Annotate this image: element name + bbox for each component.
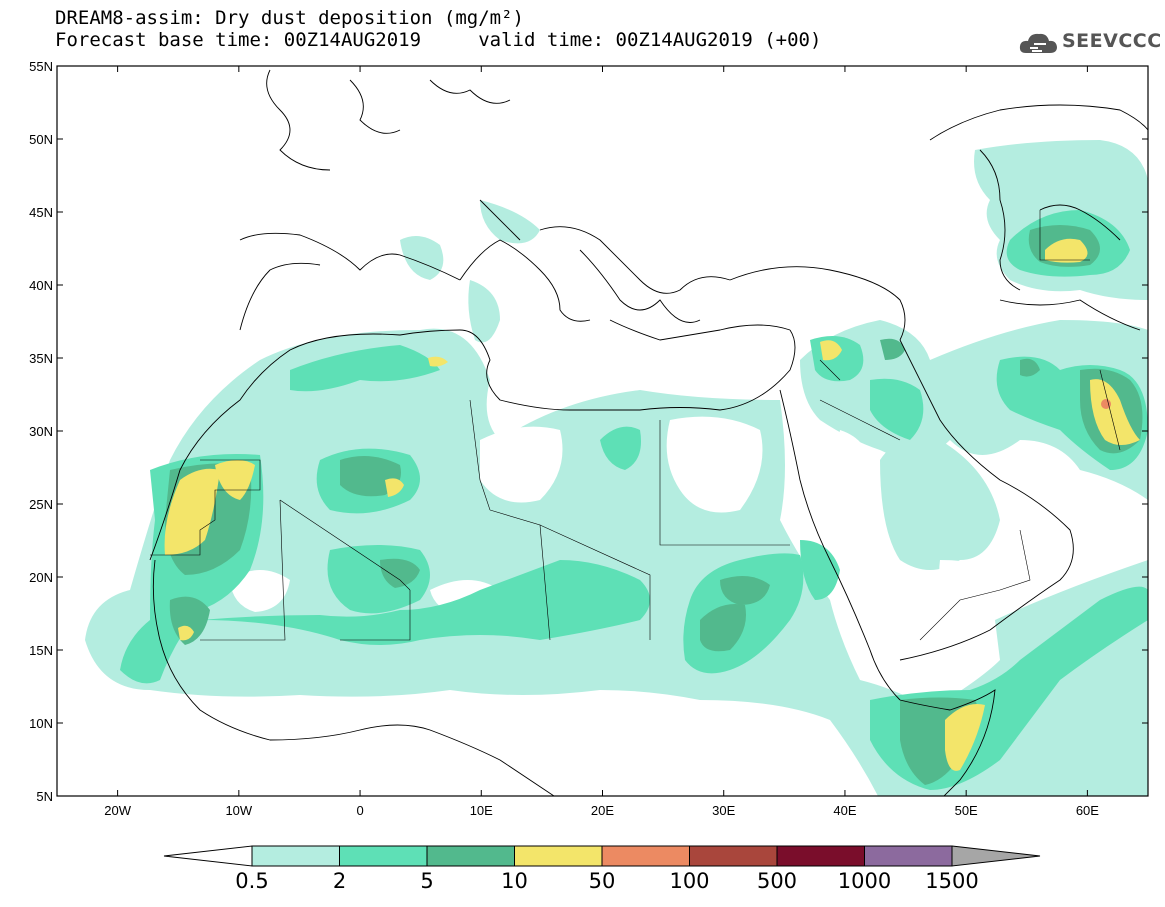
lat-label-10N: 10N <box>29 716 53 731</box>
lon-label-50E: 50E <box>955 803 978 818</box>
legend-cell <box>689 845 778 867</box>
lat-label-20N: 20N <box>29 570 53 585</box>
legend-label-100: 100 <box>669 869 709 893</box>
legend-labels: 0.5 2 5 10 50 100 500 1000 1500 <box>235 869 978 893</box>
map-subtitle-forecast-times: Forecast base time: 00Z14AUG2019 valid t… <box>55 29 822 51</box>
lon-label-10E: 10E <box>470 803 493 818</box>
lat-label-35N: 35N <box>29 351 53 366</box>
legend-cell <box>339 845 428 867</box>
legend-label-0.5: 0.5 <box>235 869 268 893</box>
legend-color-cells <box>163 845 1041 867</box>
legend-label-5: 5 <box>420 869 433 893</box>
legend-label-1500: 1500 <box>925 869 978 893</box>
coastlines-and-borders <box>149 69 1148 796</box>
legend-cell <box>251 845 340 867</box>
lat-label-5N: 5N <box>36 789 53 804</box>
legend-label-2: 2 <box>333 869 346 893</box>
legend-cell <box>864 845 953 867</box>
lon-label-30E: 30E <box>712 803 735 818</box>
lon-label-0: 0 <box>356 803 363 818</box>
longitude-axis: 20W 10W 0 10E 20E 30E 40E 50E 60E <box>104 66 1099 818</box>
map-body <box>57 66 1148 796</box>
country-borders <box>150 210 1121 641</box>
lat-label-50N: 50N <box>29 132 53 147</box>
legend-cell <box>426 845 515 867</box>
legend-cell-below-min <box>163 845 253 867</box>
legend-label-50: 50 <box>589 869 616 893</box>
legend-label-500: 500 <box>757 869 797 893</box>
legend-label-1000: 1000 <box>838 869 891 893</box>
dust-level-50-100 <box>1101 399 1111 409</box>
lon-label-10W: 10W <box>225 803 252 818</box>
latitude-axis: 5N 10N 15N 20N 25N 30N 35N 40N 45N 50N 55N <box>29 59 1148 804</box>
dust-level-10-50 <box>164 238 1140 771</box>
legend-cell-above-max <box>951 845 1041 867</box>
legend-cell <box>776 845 865 867</box>
lat-label-45N: 45N <box>29 205 53 220</box>
lat-label-30N: 30N <box>29 424 53 439</box>
lat-label-15N: 15N <box>29 643 53 658</box>
cloud-icon <box>1019 33 1057 53</box>
legend-cell <box>601 845 690 867</box>
legend-label-10: 10 <box>501 869 528 893</box>
legend-cell <box>514 845 603 867</box>
map-title: DREAM8-assim: Dry dust deposition (mg/m²… <box>55 7 524 29</box>
logo-text: SEEVCCC <box>1062 30 1162 52</box>
lat-label-55N: 55N <box>29 59 53 74</box>
lon-label-60E: 60E <box>1076 803 1099 818</box>
dust-level-0.5-2 <box>85 140 1148 796</box>
dust-deposition-map: 5N 10N 15N 20N 25N 30N 35N 40N 45N 50N 55N 20W 10W 0… <box>29 59 1149 818</box>
lat-label-40N: 40N <box>29 278 53 293</box>
lat-label-25N: 25N <box>29 497 53 512</box>
lon-label-40E: 40E <box>833 803 856 818</box>
lon-label-20E: 20E <box>591 803 614 818</box>
lon-label-20W: 20W <box>104 803 131 818</box>
